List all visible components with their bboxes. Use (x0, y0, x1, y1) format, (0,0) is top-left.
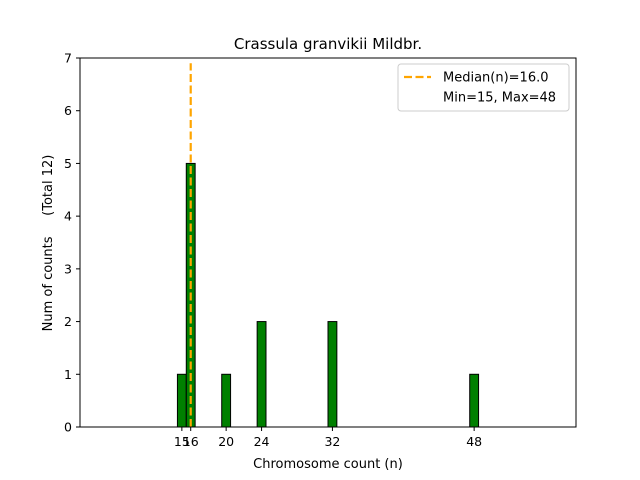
bar-32 (327, 321, 338, 428)
bar-15 (176, 373, 187, 428)
chart-title: Crassula granvikii Mildbr. (234, 35, 422, 53)
bar-48 (469, 373, 480, 428)
y-tick-label-5: 5 (64, 156, 72, 171)
y-axis-label: Num of counts (Total 12) (41, 155, 56, 332)
y-tick-label-3: 3 (64, 261, 72, 276)
x-tick-label-16: 16 (183, 434, 199, 449)
x-tick-label-20: 20 (218, 434, 234, 449)
x-tick-label-24: 24 (254, 434, 270, 449)
y-tick-label-0: 0 (64, 420, 72, 435)
bar-20 (221, 373, 232, 428)
x-tick-label-15: 15 (174, 434, 190, 449)
y-tick-label-2: 2 (64, 314, 72, 329)
axes-frame (79, 57, 577, 428)
y-tick-label-1: 1 (64, 367, 72, 382)
x-axis-label: Chromosome count (n) (253, 457, 403, 472)
plot-area (176, 63, 506, 428)
legend: Median(n)=16.0 Min=15, Max=48 (397, 63, 570, 112)
x-tick-label-32: 32 (324, 434, 340, 449)
bar-24 (256, 321, 267, 428)
legend-entry-0: Median(n)=16.0 (443, 71, 549, 86)
legend-entry-1: Min=15, Max=48 (443, 91, 556, 106)
y-tick-label-6: 6 (64, 103, 72, 118)
y-tick-label-4: 4 (64, 209, 72, 224)
y-tick-label-7: 7 (64, 51, 72, 66)
x-tick-label-48: 48 (466, 434, 482, 449)
legend-box (397, 63, 570, 112)
